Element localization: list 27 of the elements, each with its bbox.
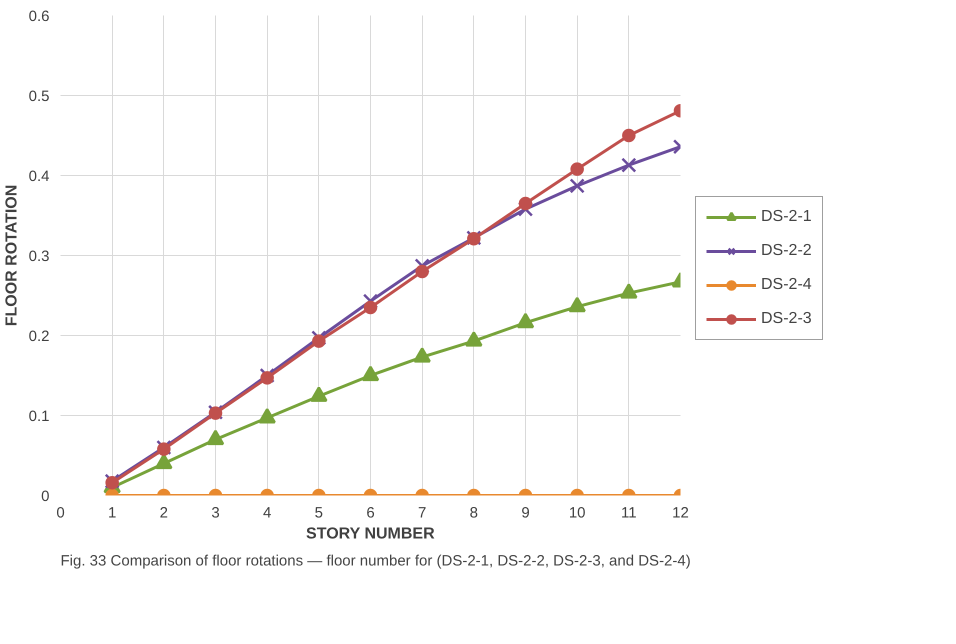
- caption: Fig. 33 Comparison of floor rotations — floor number for (DS-2-1, DS-2-2, DS-2-3, and DS-2-4): [60, 552, 691, 570]
- x-tick-label: 4: [262, 504, 272, 522]
- x-tick-label: 5: [314, 504, 324, 522]
- y-tick-label: 0.2: [28, 328, 50, 345]
- y-tick-label: 0.3: [28, 248, 50, 265]
- y-tick-label: 0.6: [28, 8, 50, 25]
- legend-label: DS-2-3: [761, 310, 812, 328]
- x-tick-label: 6: [366, 504, 375, 522]
- x-tick-label: 2: [160, 504, 168, 522]
- x-tick-label: 8: [470, 504, 478, 522]
- x-axis-title: STORY NUMBER: [306, 526, 436, 542]
- y-tick-label: 0.4: [28, 168, 50, 185]
- legend-label: DS-2-2: [761, 242, 812, 260]
- legend-label: DS-2-1: [761, 208, 812, 226]
- x-tick-label: 3: [211, 504, 220, 522]
- x-tick-label: 9: [521, 504, 530, 522]
- x-tick-label: 10: [568, 504, 586, 522]
- x-tick-label: 0: [56, 504, 65, 522]
- legend-label: DS-2-4: [761, 276, 812, 294]
- y-tick-label: 0.5: [28, 88, 50, 105]
- x-tick-label: 11: [621, 504, 637, 522]
- x-tick-label: 7: [418, 504, 426, 522]
- y-axis-title: FLOOR ROTATION: [4, 184, 21, 326]
- y-tick-label: 0: [41, 488, 50, 505]
- y-tick-label: 0.1: [28, 408, 50, 425]
- x-tick-label: 12: [672, 504, 689, 522]
- x-tick-label: 1: [108, 504, 116, 522]
